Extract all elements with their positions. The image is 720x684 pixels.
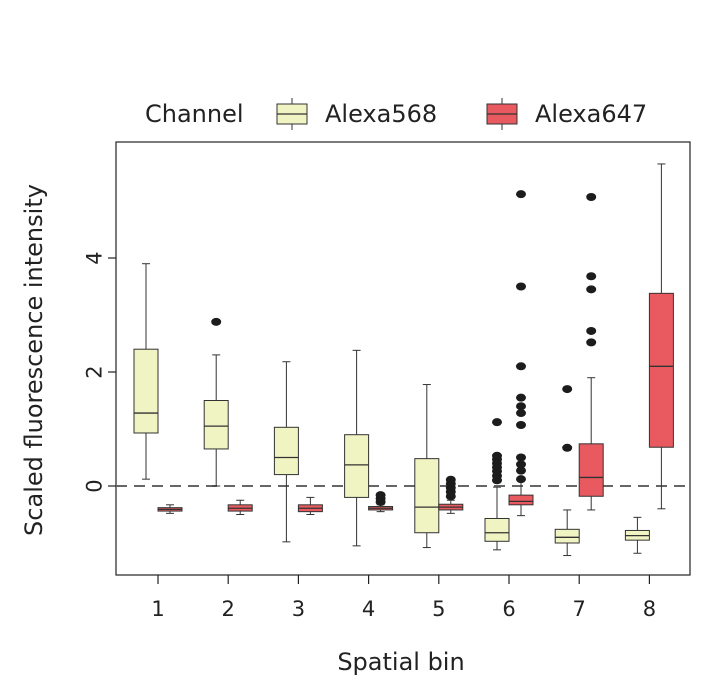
outlier-point bbox=[586, 272, 597, 281]
x-tick-label: 3 bbox=[292, 597, 305, 621]
y-axis-title: Scaled fluorescence intensity bbox=[20, 184, 48, 536]
box-alexa568-bin-4 bbox=[344, 349, 370, 547]
outlier-point bbox=[516, 466, 526, 475]
box-alexa568-bin-6 bbox=[484, 418, 510, 551]
box-body bbox=[344, 434, 370, 498]
x-axis-title: Spatial bin bbox=[337, 648, 464, 676]
x-tick-label: 8 bbox=[643, 597, 656, 621]
legend-key-alexa568: Alexa568 bbox=[276, 98, 437, 130]
box-alexa568-bin-1 bbox=[133, 263, 159, 480]
outlier-point bbox=[492, 451, 502, 460]
outlier-point bbox=[516, 460, 526, 469]
outlier-point bbox=[586, 285, 597, 294]
box-body bbox=[508, 494, 534, 506]
outlier-point bbox=[516, 409, 526, 418]
outlier-point bbox=[492, 418, 502, 427]
outlier-point bbox=[586, 326, 597, 335]
x-tick-label: 5 bbox=[432, 597, 445, 621]
outlier-point bbox=[516, 362, 526, 371]
box-body bbox=[554, 528, 580, 544]
plot-frame bbox=[115, 141, 691, 576]
outlier-point bbox=[516, 475, 526, 484]
outlier-point bbox=[516, 453, 526, 462]
box-body bbox=[414, 458, 440, 534]
box-alexa647-bin-5 bbox=[438, 475, 464, 514]
box-alexa647-bin-4 bbox=[368, 491, 394, 513]
series-alexa647 bbox=[157, 163, 674, 517]
legend-label: Alexa647 bbox=[535, 100, 647, 128]
x-tick-label: 1 bbox=[151, 597, 164, 621]
outlier-point bbox=[516, 421, 526, 430]
box-alexa568-bin-3 bbox=[273, 361, 299, 543]
box-alexa568-bin-5 bbox=[414, 384, 440, 549]
box-body bbox=[484, 517, 510, 542]
x-tick-label: 7 bbox=[573, 597, 586, 621]
outlier-point bbox=[445, 475, 456, 484]
x-tick-label: 4 bbox=[362, 597, 375, 621]
y-tick-label: 0 bbox=[82, 479, 106, 492]
box-body bbox=[578, 443, 604, 497]
outlier-point bbox=[562, 385, 573, 394]
box-alexa647-bin-7 bbox=[578, 193, 604, 511]
outlier-point bbox=[586, 193, 597, 202]
legend-title: Channel bbox=[145, 100, 244, 128]
box-alexa647-bin-8 bbox=[648, 163, 674, 510]
box-body bbox=[648, 292, 674, 448]
box-alexa647-bin-3 bbox=[297, 496, 323, 515]
y-tick-label: 4 bbox=[82, 251, 106, 264]
outlier-point bbox=[516, 190, 526, 199]
outlier-point bbox=[516, 282, 526, 291]
outlier-point bbox=[375, 491, 386, 500]
outlier-point bbox=[562, 443, 573, 452]
box-alexa568-bin-7 bbox=[554, 385, 580, 557]
outlier-point bbox=[516, 402, 526, 411]
box-alexa568-bin-8 bbox=[624, 516, 650, 554]
outlier-point bbox=[586, 338, 597, 347]
legend: Channel Alexa568 Alexa647 bbox=[145, 98, 647, 130]
outlier-point bbox=[211, 317, 222, 326]
x-axis: 1 2 3 4 5 6 7 8 bbox=[151, 575, 656, 621]
legend-key-alexa647: Alexa647 bbox=[486, 98, 647, 130]
box-body bbox=[133, 348, 159, 434]
x-tick-label: 2 bbox=[222, 597, 235, 621]
box-alexa647-bin-2 bbox=[227, 499, 253, 515]
legend-label: Alexa568 bbox=[325, 100, 437, 128]
y-tick-label: 2 bbox=[82, 365, 106, 378]
x-tick-label: 6 bbox=[502, 597, 515, 621]
plot-area bbox=[116, 163, 690, 557]
y-axis: 0 2 4 bbox=[82, 251, 116, 493]
box-alexa647-bin-6 bbox=[508, 190, 534, 517]
box-body bbox=[273, 426, 299, 476]
box-alexa647-bin-1 bbox=[157, 504, 183, 514]
box-body bbox=[203, 400, 229, 450]
box-alexa568-bin-2 bbox=[203, 317, 229, 487]
outlier-point bbox=[516, 393, 526, 402]
series-alexa568 bbox=[133, 263, 650, 557]
